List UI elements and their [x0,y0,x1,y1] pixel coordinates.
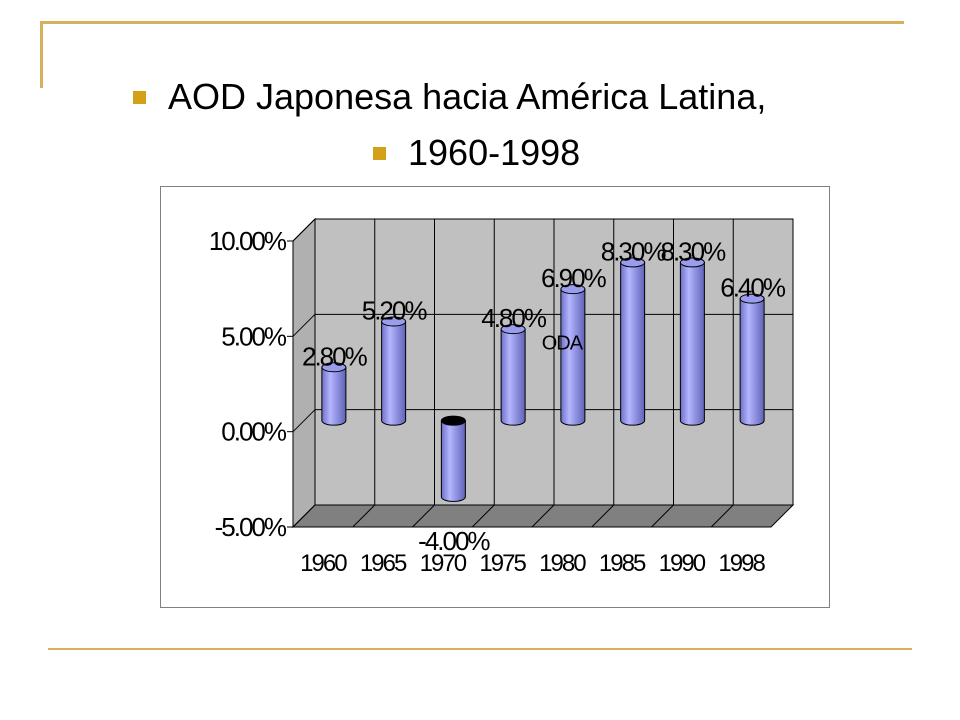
gridline-side [292,504,316,528]
bar [620,257,646,426]
bar-cap [620,257,646,268]
title-text: AOD Japonesa hacia América Latina, [168,76,767,117]
bar [679,257,705,426]
bar [739,293,765,426]
bar-chart: 10.00%5.00%0.00%-5.00% 1960 1965 1970 1975 1… [209,217,795,577]
bar-body [620,261,646,426]
x-tick-label: 1960 [300,550,347,577]
bar-body [679,261,705,426]
gridline-side [292,313,316,337]
x-axis-ticks: 1960 1965 1970 1975 1980 1985 1990 1998 [300,550,767,577]
bar-cap [500,324,526,335]
bar-body [500,328,526,426]
chart-bars [321,257,765,502]
floor-divider [591,504,615,528]
bar-body [381,321,407,426]
floor-divider [651,504,674,528]
x-tick-label: 1990 [659,550,706,577]
bar [381,316,407,426]
bar [440,415,466,502]
y-tick-label: -5.00% [215,512,287,542]
data-label: 8.30% [661,236,727,266]
chart-frame: 10.00% 5.00% 0.00% -5.00% 1960 1965 1970 1975 1… [160,186,830,608]
bar [321,362,347,426]
data-label: 6.40% [720,273,786,303]
bar-cap [321,362,347,373]
bar-cap [739,293,765,304]
title-line-1: AOD Japonesa hacia América Latina, [133,76,766,118]
left-rule [40,21,43,88]
gridline-side [292,409,316,433]
series-name-label: ODA [542,333,584,355]
y-tick-label: 10.00% [209,226,287,256]
x-tick-label: 1965 [360,550,407,577]
title-line-2: 1960-1998 [373,132,580,174]
floor-divider [710,504,734,528]
x-tick-label: 1975 [479,550,526,577]
floor-divider [352,504,376,528]
y-tick-label: 5.00% [221,321,287,351]
bar-body [321,366,347,426]
floor-divider [412,504,435,528]
data-label: 4.80% [481,303,547,333]
data-label: 2.80% [302,341,368,371]
side-wall [292,217,316,529]
x-tick-label: 1970 [420,550,467,577]
bar-cap [560,284,586,295]
gridline-side [292,218,316,242]
x-tick-label: 1998 [718,550,765,577]
data-label: 8.30% [601,236,667,266]
bar-body [560,288,586,426]
bar-cap [679,257,705,268]
bar-body [739,298,765,426]
square-bullet-icon [133,90,146,104]
bar [560,284,586,426]
x-tick-label: 1980 [539,550,586,577]
subtitle-text: 1960-1998 [408,132,581,173]
x-tick-label: 1985 [599,550,646,577]
data-label: -4.00% [418,526,490,556]
floor-divider [471,504,495,528]
floor-divider [531,504,555,528]
bar-body [440,420,466,502]
bar-cap [440,415,466,426]
y-tick-label: 0.00% [221,417,287,447]
square-bullet-icon [373,146,386,160]
top-rule [40,21,904,24]
bottom-rule [48,648,912,650]
data-labels: 2.80%5.20%-4.00%4.80%6.90%8.30%8.30%6.40… [302,236,788,556]
bar-cap [381,316,407,327]
data-label: 6.90% [541,263,607,293]
bar [500,324,526,426]
data-label: 5.20% [362,296,428,326]
y-axis-ticks: 10.00% 5.00% 0.00% -5.00% [209,226,293,542]
